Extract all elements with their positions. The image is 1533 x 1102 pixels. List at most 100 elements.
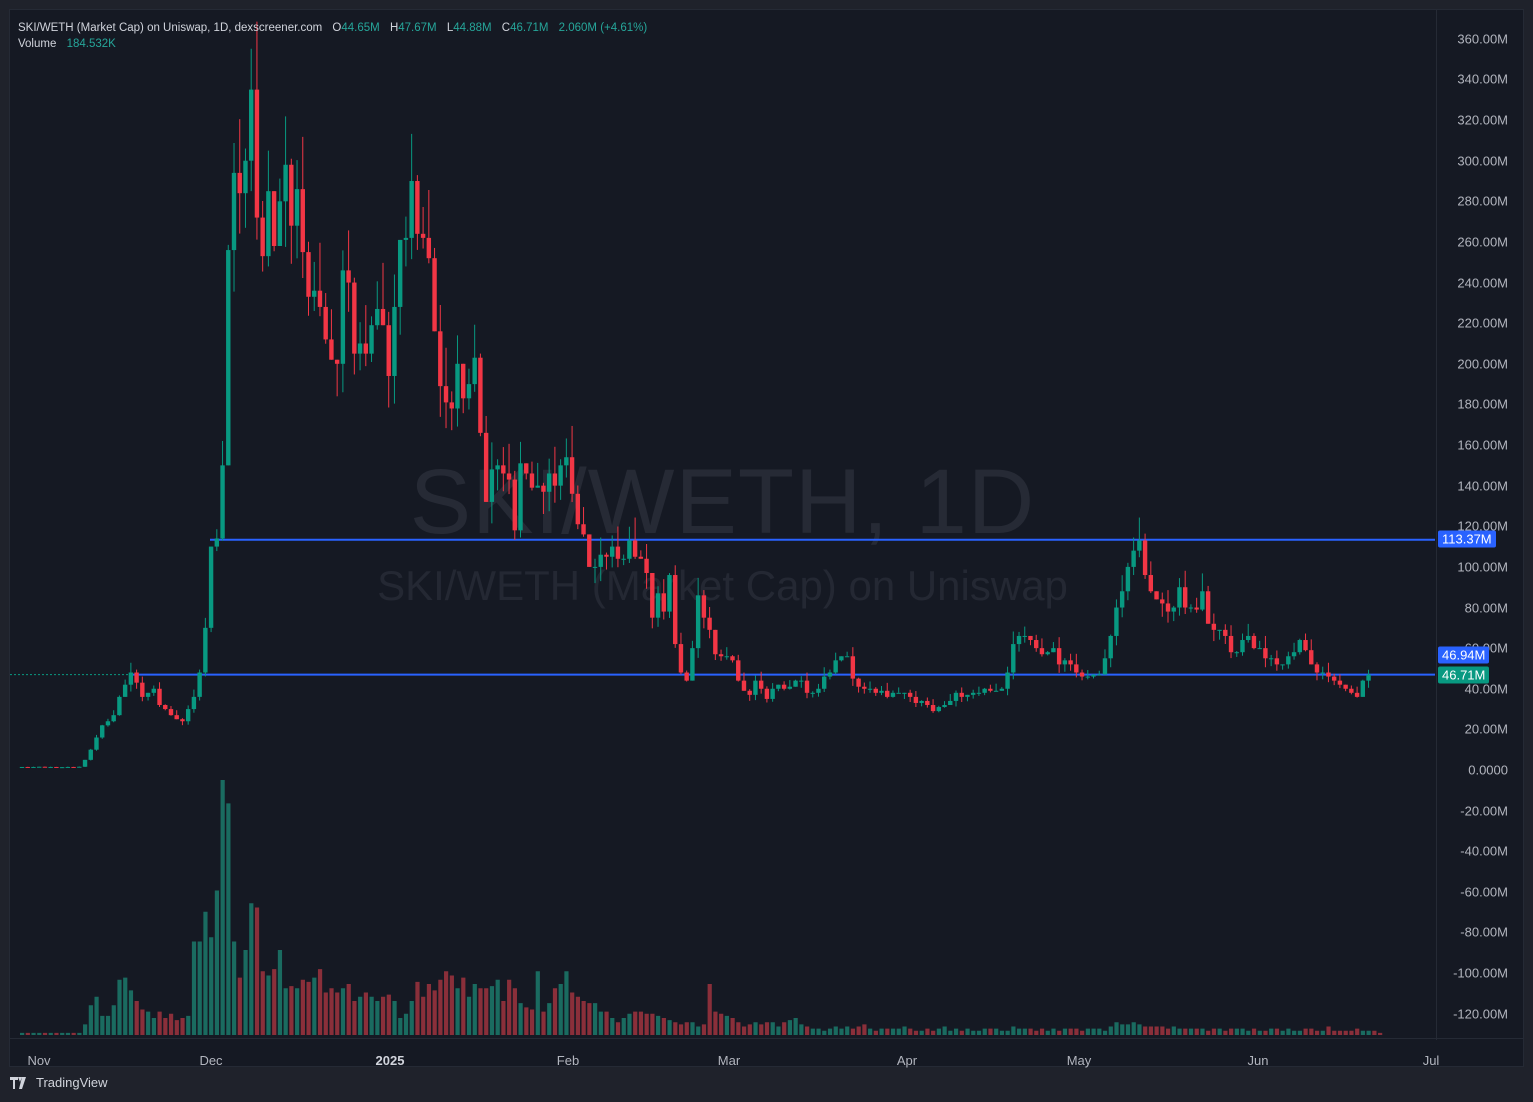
volume-bar — [346, 984, 351, 1035]
candle-body — [1314, 664, 1320, 673]
volume-bar — [753, 1022, 758, 1035]
y-tick-label: 260.00M — [1457, 234, 1508, 250]
candlestick-plot[interactable] — [10, 10, 1435, 1040]
candle-body — [1343, 684, 1348, 689]
candle-body — [151, 688, 156, 693]
volume-bar — [111, 1005, 116, 1035]
candle-body — [907, 692, 913, 697]
y-tick-label: 240.00M — [1457, 275, 1508, 291]
volume-bar — [340, 988, 346, 1035]
candle-body — [1257, 648, 1262, 650]
candle-body — [180, 719, 185, 722]
volume-bar — [380, 996, 386, 1035]
volume-bar — [186, 1015, 191, 1035]
volume-bar — [1309, 1028, 1314, 1035]
volume-bar — [48, 1032, 53, 1035]
candle-body — [203, 627, 208, 673]
candle-body — [799, 680, 804, 682]
volume-bar — [1005, 1030, 1010, 1035]
candle-body — [781, 684, 787, 689]
candle-body — [1051, 648, 1056, 653]
volume-bar — [1034, 1030, 1039, 1035]
y-tick-label: 200.00M — [1457, 356, 1508, 372]
legend-close: 46.71M — [510, 22, 549, 34]
candle-body — [862, 686, 867, 689]
candle-body — [88, 749, 93, 760]
candle-body — [810, 692, 815, 694]
time-axis[interactable]: Nov Dec 2025 Feb Mar Apr May Jun Jul — [10, 1038, 1524, 1069]
volume-bar — [369, 996, 374, 1035]
x-tick-label: Nov — [27, 1053, 51, 1068]
volume-bar — [42, 1032, 48, 1035]
volume-bar — [1217, 1028, 1222, 1035]
tradingview-logo[interactable]: TradingView — [10, 1075, 108, 1090]
volume-bar — [839, 1028, 844, 1035]
volume-bar — [157, 1011, 162, 1035]
candle-body — [1211, 623, 1217, 630]
candle-body — [208, 546, 214, 628]
volume-bar — [398, 1018, 403, 1035]
candle-body — [249, 89, 254, 161]
y-tick-label: -120.00M — [1453, 1006, 1508, 1022]
chart-legend: SKI/WETH (Market Cap) on Uniswap, 1D, de… — [18, 20, 647, 52]
y-tick-label: 280.00M — [1457, 193, 1508, 209]
candle-body — [827, 672, 833, 677]
volume-bar — [1246, 1030, 1251, 1035]
volume-bar — [472, 984, 477, 1035]
volume-bar — [489, 986, 495, 1035]
candle-body — [42, 766, 48, 768]
y-tick-label: -100.00M — [1453, 965, 1508, 981]
price-axis[interactable]: 360.00M 340.00M 320.00M 300.00M 280.00M 260.0… — [1436, 10, 1525, 1040]
volume-bar — [1068, 1028, 1073, 1035]
volume-bar — [707, 984, 712, 1035]
candle-body — [655, 593, 661, 618]
candle-body — [741, 680, 747, 691]
y-tick-label: 340.00M — [1457, 71, 1508, 87]
volume-bar — [484, 988, 489, 1035]
volume-bar — [363, 992, 368, 1035]
candle-body — [1188, 607, 1194, 609]
volume-bar — [495, 979, 500, 1035]
price-tag: 46.71M — [1438, 666, 1490, 684]
volume-bar — [283, 988, 288, 1035]
volume-bar — [466, 996, 472, 1035]
legend-title: SKI/WETH (Market Cap) on Uniswap, 1D, de… — [18, 22, 323, 34]
volume-bar — [444, 971, 449, 1035]
price-pane[interactable]: SKI/WETH, 1D SKI/WETH (Market Cap) on Un… — [10, 10, 1435, 1040]
volume-bar — [105, 1015, 111, 1035]
candle-body — [982, 688, 987, 693]
volume-bar — [598, 1011, 603, 1035]
volume-bar — [449, 975, 454, 1035]
candle-body — [1137, 540, 1142, 551]
volume-bar — [667, 1020, 672, 1035]
candle-body — [271, 191, 277, 247]
volume-bar — [226, 803, 231, 1035]
volume-bar — [31, 1032, 36, 1035]
candle-body — [1079, 672, 1085, 677]
y-tick-label: 180.00M — [1457, 396, 1508, 412]
candle-body — [661, 593, 666, 612]
volume-bar — [237, 977, 242, 1035]
candle-body — [804, 680, 810, 693]
volume-bar — [88, 1005, 93, 1035]
volume-bar — [335, 992, 340, 1035]
chart-frame: SKI/WETH, 1D SKI/WETH (Market Cap) on Un… — [9, 9, 1525, 1069]
volume-bar — [232, 941, 237, 1035]
candle-body — [1182, 587, 1188, 608]
candle-body — [1171, 607, 1176, 612]
volume-bar — [1080, 1030, 1085, 1035]
candle-body — [833, 660, 838, 673]
volume-bar — [409, 1001, 414, 1035]
candle-body — [776, 684, 781, 689]
candle-body — [100, 725, 105, 738]
volume-bar — [220, 780, 225, 1035]
candle-body — [598, 554, 603, 567]
candle-body — [392, 306, 397, 376]
candle-body — [438, 331, 443, 387]
candle-body — [185, 709, 191, 722]
candle-body — [764, 688, 770, 699]
legend-volume-row: Volume 184.532K — [18, 36, 647, 52]
candle-body — [478, 357, 483, 433]
candle-body — [82, 759, 88, 767]
candle-body — [867, 688, 873, 690]
